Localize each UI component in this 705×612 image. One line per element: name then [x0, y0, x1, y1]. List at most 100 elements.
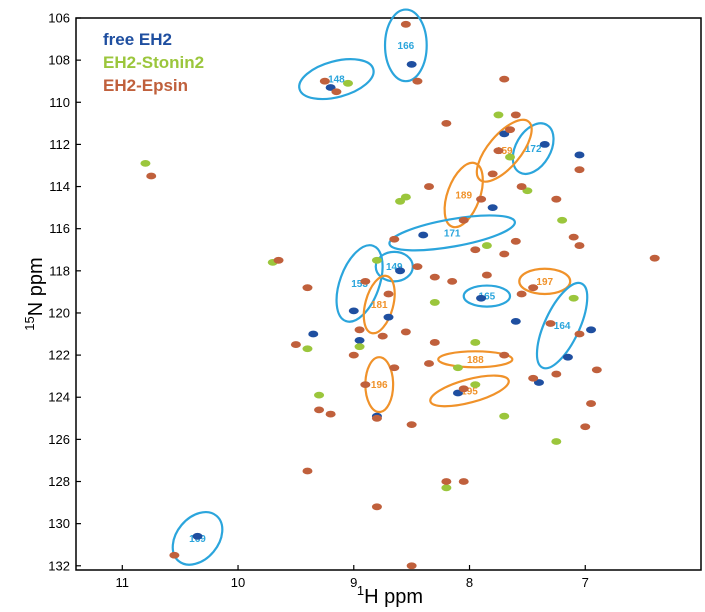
peak-point — [302, 467, 313, 475]
peak-point — [406, 421, 417, 429]
peak-point — [290, 341, 301, 348]
peak-point — [424, 183, 435, 190]
annotation-ellipse — [518, 267, 572, 296]
peak-point — [574, 242, 585, 249]
annotation-label: 165 — [479, 292, 496, 303]
peak-point — [458, 216, 469, 224]
x-axis-title: 1H ppm — [357, 583, 423, 608]
peak-point — [331, 88, 342, 96]
peak-point — [476, 195, 487, 203]
peak-point — [395, 267, 406, 275]
annotation: 166 — [383, 8, 428, 83]
peak-point — [325, 410, 336, 418]
annotation-ellipse — [511, 122, 555, 175]
annotation-label: 197 — [536, 277, 553, 288]
peak-point — [371, 414, 382, 422]
peak-point — [568, 233, 579, 241]
peak-point — [140, 159, 151, 167]
peak-point — [412, 263, 423, 271]
peak-point — [429, 339, 440, 346]
peak-point — [348, 351, 359, 359]
y-tick-label: 120 — [48, 305, 70, 320]
peak-point — [551, 438, 562, 445]
peak-point — [499, 75, 510, 83]
annotation-label: 195 — [461, 386, 478, 397]
peaks-layer — [140, 20, 660, 570]
peak-point — [412, 77, 423, 85]
peak-point — [505, 126, 516, 134]
peak-point — [371, 503, 382, 511]
peak-point — [192, 532, 203, 540]
peak-point — [319, 77, 330, 85]
peak-point — [545, 320, 556, 327]
peak-point — [476, 294, 487, 302]
x-tick-label: 7 — [582, 575, 589, 590]
annotation-label: 148 — [328, 75, 345, 86]
peak-point — [273, 256, 284, 264]
peak-point — [441, 484, 452, 492]
annotation-label: 149 — [386, 262, 403, 273]
peak-point — [389, 364, 400, 372]
peak-point — [418, 231, 429, 239]
peak-point — [342, 79, 353, 87]
y-tick-label: 112 — [49, 137, 70, 152]
x-tick-label: 9 — [350, 575, 357, 590]
peak-point — [591, 366, 602, 374]
peak-point — [308, 330, 319, 338]
y-tick-label: 116 — [49, 221, 70, 236]
peak-point — [447, 277, 458, 285]
annotation: 172 — [511, 122, 555, 175]
legend-label-eh2-stonin2: EH2-Stonin2 — [103, 53, 204, 72]
peak-point — [348, 307, 359, 315]
peak-point — [551, 195, 562, 203]
y-tick-label: 132 — [48, 558, 70, 573]
annotation: 148 — [298, 58, 375, 101]
peak-point — [510, 111, 521, 119]
annotation-ellipse — [362, 274, 396, 335]
peak-point — [487, 204, 498, 212]
peak-point — [406, 562, 417, 570]
peak-point — [383, 290, 394, 298]
annotation-ellipse — [437, 350, 514, 369]
annotation: 197 — [518, 267, 572, 296]
peak-point — [510, 237, 521, 245]
peak-point — [470, 381, 481, 388]
peak-point — [371, 256, 382, 264]
peak-point — [499, 412, 510, 420]
y-axis-title-text: N ppm — [25, 257, 47, 316]
annotation-label: 172 — [525, 144, 542, 155]
peak-point — [169, 551, 180, 559]
y-axis-ticks: 106 108 110 112 114 116 118 120 122 124 126 128 130 1… — [48, 11, 81, 573]
annotation: 181 — [362, 274, 396, 335]
annotation-ellipse — [429, 374, 510, 408]
peak-point — [499, 351, 510, 359]
x-axis-title-sup: 1 — [357, 583, 364, 598]
annotation-label: 164 — [554, 321, 571, 332]
peak-point — [441, 119, 452, 127]
peak-point — [354, 343, 365, 351]
annotation-ellipse — [388, 214, 516, 252]
y-tick-label: 130 — [48, 516, 70, 531]
peak-point — [452, 364, 463, 372]
peak-point — [400, 328, 411, 336]
peak-point — [146, 172, 157, 180]
annotation: 195 — [429, 374, 510, 408]
annotation: 171 — [388, 214, 516, 252]
peak-point — [551, 370, 562, 378]
peak-point — [493, 147, 504, 155]
annotation-ellipse — [475, 118, 533, 183]
peak-point — [481, 242, 492, 249]
annotation-label: 181 — [371, 300, 388, 311]
annotation-label: 166 — [398, 41, 415, 52]
peak-point — [574, 330, 585, 338]
annotation-label: 189 — [455, 190, 472, 201]
annotation-ellipse — [383, 8, 428, 83]
legend-label-eh2-epsin: EH2-Epsin — [103, 76, 188, 95]
peak-point — [314, 406, 325, 414]
peak-point — [302, 345, 313, 353]
annotation-ellipse — [462, 284, 512, 308]
peak-point — [586, 400, 597, 407]
peak-point — [510, 317, 521, 325]
